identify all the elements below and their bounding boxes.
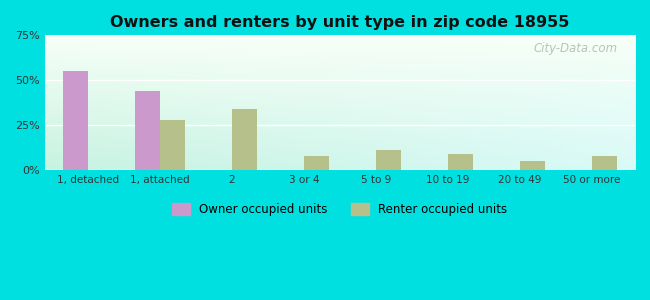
Bar	[448, 154, 473, 170]
Bar	[232, 109, 257, 170]
Bar	[592, 155, 617, 170]
Bar	[135, 91, 160, 170]
Text: City-Data.com: City-Data.com	[533, 42, 618, 55]
Title: Owners and renters by unit type in zip code 18955: Owners and renters by unit type in zip c…	[110, 15, 569, 30]
Bar	[304, 155, 329, 170]
Legend: Owner occupied units, Renter occupied units: Owner occupied units, Renter occupied un…	[167, 198, 512, 220]
Bar	[520, 161, 545, 170]
Bar	[62, 71, 88, 170]
Bar	[160, 120, 185, 170]
Bar	[376, 150, 401, 170]
